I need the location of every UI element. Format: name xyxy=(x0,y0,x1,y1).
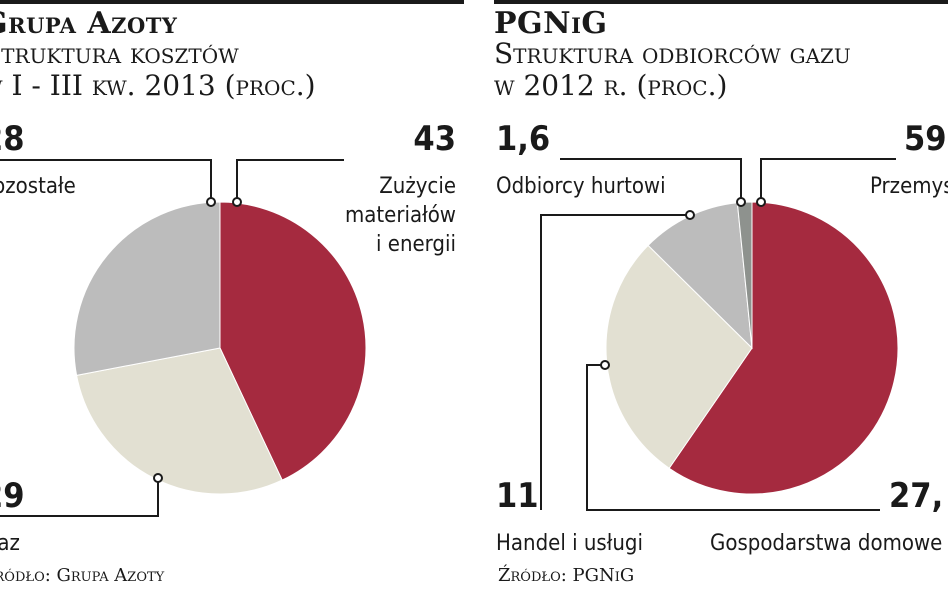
label-gaz: Gaz xyxy=(0,531,20,556)
chart-panel-grupa-azoty: Grupa Azoty Struktura kosztów w I - III … xyxy=(0,0,464,593)
value-label-hurtowi: 1,6 xyxy=(496,119,550,159)
chart-subtitle-line1: Struktura kosztów xyxy=(0,37,239,70)
source-note: Źródło: PGNiG xyxy=(498,565,635,586)
label-przemysl: Przemysł xyxy=(870,174,948,199)
pie-slice-2 xyxy=(73,201,221,376)
pie-slice-0 xyxy=(668,201,899,495)
value-label-gaz: 29 xyxy=(0,476,25,516)
leader-line-gospodarstwa xyxy=(586,364,880,511)
chart-subtitle-line1: Struktura odbiorców gazu xyxy=(494,37,851,70)
leader-line-hurtowi xyxy=(560,158,742,202)
value-label-handel: 11 xyxy=(496,476,539,516)
pie-slice-0 xyxy=(219,201,367,481)
label-zuzycie-line3: i energii xyxy=(376,232,456,257)
label-zuzycie-line2: materiałów xyxy=(345,203,456,228)
label-pozostale: Pozostałe xyxy=(0,174,76,199)
leader-dot-gospodarstwa xyxy=(600,360,610,370)
chart-panel-pgnig: PGNiG Struktura odbiorców gazu w 2012 r.… xyxy=(494,0,948,593)
value-label-pozostale: 28 xyxy=(0,119,25,159)
label-gospodarstwa: Gospodarstwa domowe xyxy=(710,531,942,556)
chart-title: Grupa Azoty xyxy=(0,6,178,41)
leader-dot-handel xyxy=(685,210,695,220)
label-hurtowi: Odbiorcy hurtowi xyxy=(496,174,666,199)
source-note: Źródło: Grupa Azoty xyxy=(0,565,165,586)
chart-title: PGNiG xyxy=(494,6,608,41)
value-label-przemysl: 59, xyxy=(904,119,948,159)
leader-dot-przemysl xyxy=(756,197,766,207)
leader-lines xyxy=(0,159,344,517)
pie-chart-pgnig: 1,6 Odbiorcy hurtowi 59, Przemysł 11 Han… xyxy=(496,119,948,556)
leader-line-handel xyxy=(540,214,690,510)
leader-dot-zuzycie xyxy=(232,197,242,207)
top-rule xyxy=(494,0,948,4)
top-rule xyxy=(0,0,464,4)
leader-lines xyxy=(540,158,896,511)
leader-dot-hurtowi xyxy=(736,197,746,207)
chart-subtitle-line2: w I - III kw. 2013 (proc.) xyxy=(0,69,316,102)
value-label-gospodarstwa: 27, xyxy=(889,476,943,516)
leader-line-przemysl xyxy=(760,158,896,202)
leader-line-gaz xyxy=(0,478,159,517)
pie-slices xyxy=(605,201,899,495)
leader-dot-gaz xyxy=(153,473,163,483)
chart-subtitle-line2: w 2012 r. (proc.) xyxy=(494,69,728,102)
label-handel: Handel i usługi xyxy=(496,531,643,556)
value-label-zuzycie: 43 xyxy=(413,119,456,159)
leader-dot-pozostale xyxy=(206,197,216,207)
label-zuzycie-line1: Zużycie xyxy=(379,174,456,199)
pie-slices xyxy=(73,201,367,495)
leader-line-zuzycie xyxy=(236,159,344,202)
pie-chart-grupa-azoty: 28 Pozostałe 43 Zużycie materiałów i ene… xyxy=(0,119,456,556)
leader-line-pozostale xyxy=(0,159,212,202)
